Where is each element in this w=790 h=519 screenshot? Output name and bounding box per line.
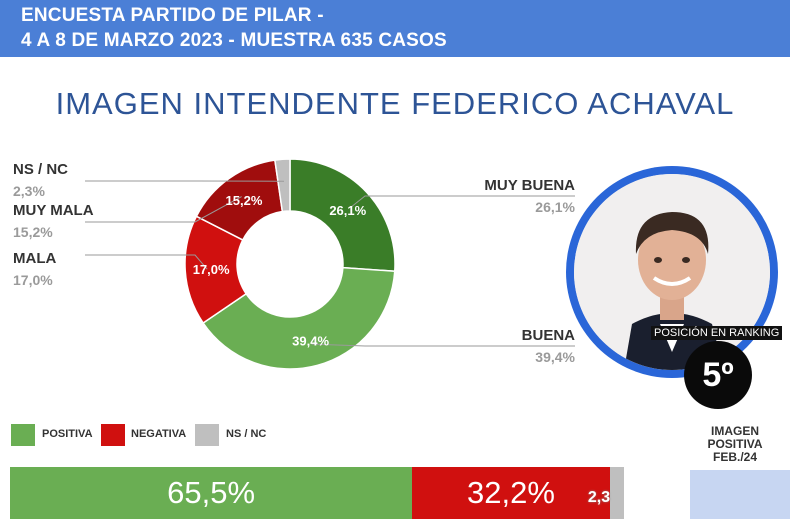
slice-label-muy-buena: 26,1% (329, 203, 366, 218)
slice-buena (202, 266, 396, 370)
legend-swatch-positiva (11, 424, 35, 446)
slice-label-buena: 39,4% (292, 333, 329, 348)
summary-bar-negativa: 32,2% (412, 467, 610, 519)
summary-value-negativa: 32,2% (467, 475, 555, 510)
previous-image-box (690, 470, 790, 519)
summary-value-positiva: 65,5% (167, 475, 256, 510)
summary-bar-positiva: 65,5% (10, 467, 413, 519)
summary-bar-ns-nc: 2,3 (588, 467, 624, 519)
ranking-label: POSICIÓN EN RANKING (651, 326, 783, 340)
label-muy-buena: MUY BUENA (484, 177, 575, 194)
slice-label-muy-mala: 15,2% (226, 193, 263, 208)
label-mala: MALA (13, 250, 57, 267)
previous-label-line-3: FEB./24 (712, 450, 757, 464)
leader-line-muy-mala (85, 196, 242, 223)
label-muy-mala: MUY MALA (13, 202, 94, 219)
slice-ns-nc (274, 158, 291, 213)
previous-label-line-1: IMAGEN (711, 424, 759, 438)
summary-value-ns-nc: 2,3 (587, 489, 611, 506)
value-muy-mala: 15,2% (13, 224, 53, 240)
legend-label-ns-nc: NS / NC (226, 428, 267, 440)
header-line-2: 4 A 8 DE MARZO 2023 - MUESTRA 635 CASOS (21, 30, 447, 51)
legend-swatch-negativa (101, 424, 125, 446)
slice-label-mala: 17,0% (193, 262, 230, 277)
chart-title: IMAGEN INTENDENTE FEDERICO ACHAVAL (55, 86, 735, 121)
value-ns-nc: 2,3% (13, 183, 45, 199)
portrait-illustration (574, 174, 770, 370)
portrait-photo (574, 174, 770, 370)
leader-line-mala (85, 254, 208, 270)
legend-swatch-ns-nc (195, 424, 219, 446)
legend-label-negativa: NEGATIVA (131, 428, 187, 440)
leader-line-buena (311, 343, 575, 347)
previous-image-label: IMAGEN POSITIVA FEB./24 (690, 425, 780, 464)
previous-label-line-2: POSITIVA (707, 437, 763, 451)
slice-muy-buena (289, 158, 396, 273)
legend-label-positiva: POSITIVA (42, 428, 93, 440)
ranking-badge: 5º (684, 341, 752, 409)
leader-line-muy-buena (350, 195, 575, 208)
photo-frame (566, 166, 778, 378)
label-buena: BUENA (521, 327, 575, 344)
value-mala: 17,0% (13, 272, 53, 288)
header-bar: ENCUESTA PARTIDO DE PILAR - 4 A 8 DE MAR… (0, 0, 790, 57)
value-muy-buena: 26,1% (535, 199, 575, 215)
label-ns-nc: NS / NC (13, 161, 69, 178)
value-buena: 39,4% (535, 349, 575, 365)
header-line-1: ENCUESTA PARTIDO DE PILAR - (21, 5, 324, 26)
